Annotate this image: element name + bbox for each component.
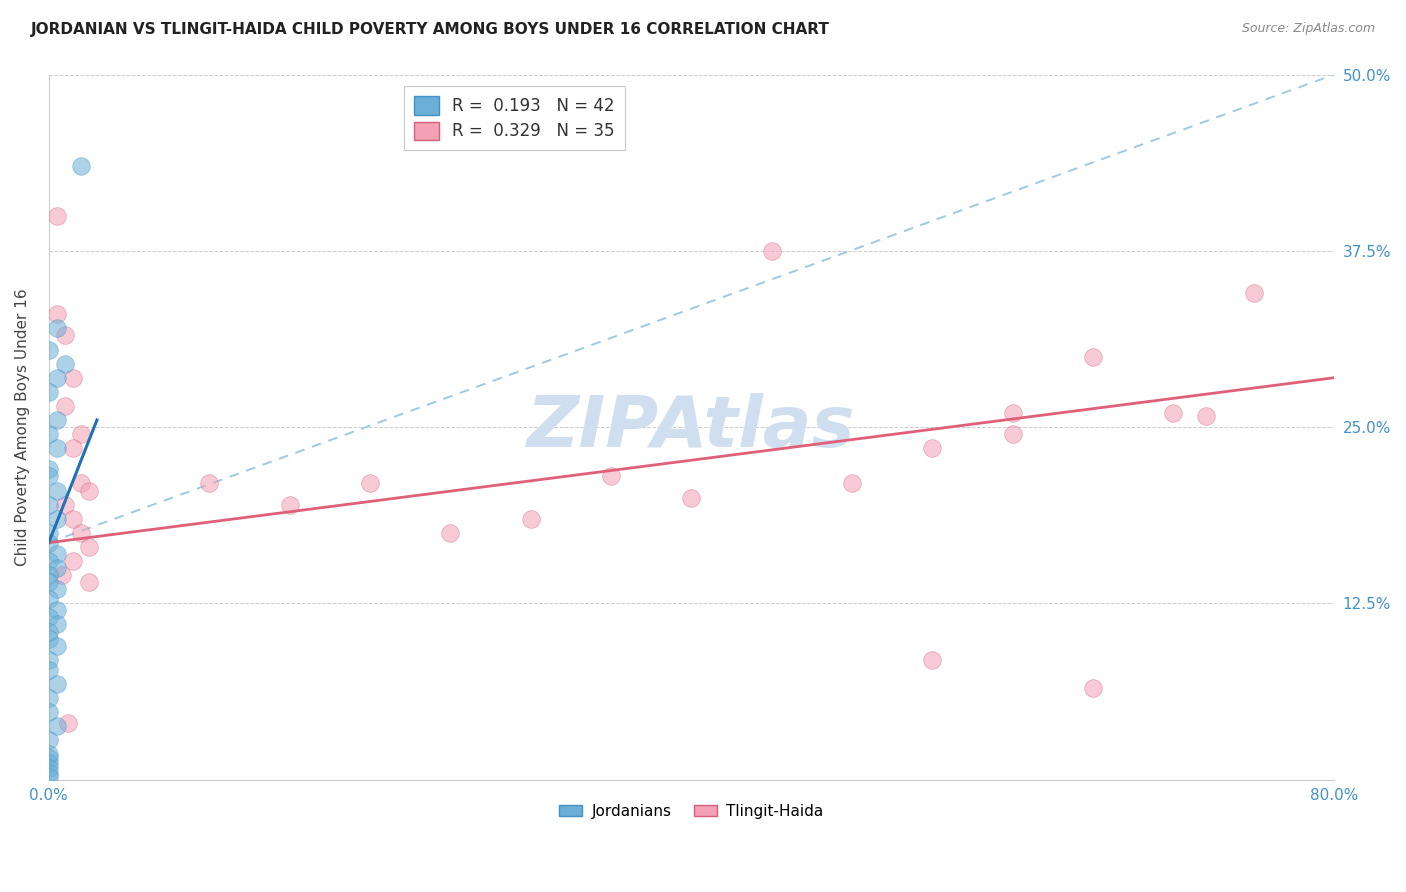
Point [38, 469, 60, 483]
Point [38, 554, 60, 568]
Point [359, 476, 381, 491]
Text: JORDANIAN VS TLINGIT-HAIDA CHILD POVERTY AMONG BOYS UNDER 16 CORRELATION CHART: JORDANIAN VS TLINGIT-HAIDA CHILD POVERTY… [31, 22, 830, 37]
Point [38, 663, 60, 677]
Point [1001, 427, 1024, 442]
Point [45, 441, 67, 455]
Point [38, 343, 60, 357]
Point [62, 441, 84, 455]
Point [53, 357, 76, 371]
Point [38, 765, 60, 780]
Point [77, 575, 100, 590]
Point [38, 568, 60, 582]
Point [600, 469, 623, 483]
Point [51, 568, 73, 582]
Point [45, 639, 67, 653]
Point [45, 512, 67, 526]
Point [38, 653, 60, 667]
Point [278, 498, 301, 512]
Point [45, 582, 67, 597]
Point [38, 761, 60, 775]
Point [38, 733, 60, 747]
Point [38, 632, 60, 646]
Point [38, 751, 60, 765]
Point [45, 676, 67, 690]
Point [45, 307, 67, 321]
Point [45, 209, 67, 223]
Point [921, 441, 943, 455]
Point [38, 427, 60, 442]
Point [70, 476, 93, 491]
Point [38, 525, 60, 540]
Point [45, 370, 67, 384]
Point [38, 747, 60, 762]
Point [53, 498, 76, 512]
Point [62, 512, 84, 526]
Point [38, 575, 60, 590]
Point [45, 719, 67, 733]
Point [70, 159, 93, 173]
Point [38, 462, 60, 476]
Point [45, 547, 67, 561]
Text: ZIPAtlas: ZIPAtlas [527, 392, 856, 461]
Point [198, 476, 221, 491]
Point [38, 610, 60, 624]
Point [38, 592, 60, 607]
Point [45, 321, 67, 335]
Point [62, 370, 84, 384]
Point [45, 617, 67, 632]
Point [77, 483, 100, 498]
Point [38, 756, 60, 770]
Point [45, 483, 67, 498]
Point [681, 491, 703, 505]
Legend: Jordanians, Tlingit-Haida: Jordanians, Tlingit-Haida [553, 797, 830, 825]
Point [761, 244, 783, 258]
Point [841, 476, 863, 491]
Point [38, 690, 60, 705]
Point [1163, 406, 1185, 420]
Point [520, 512, 543, 526]
Point [439, 525, 461, 540]
Point [38, 384, 60, 399]
Point [38, 535, 60, 549]
Point [53, 399, 76, 413]
Point [1081, 681, 1104, 695]
Y-axis label: Child Poverty Among Boys Under 16: Child Poverty Among Boys Under 16 [15, 288, 30, 566]
Point [45, 561, 67, 575]
Text: Source: ZipAtlas.com: Source: ZipAtlas.com [1241, 22, 1375, 36]
Point [45, 603, 67, 617]
Point [38, 624, 60, 639]
Point [38, 498, 60, 512]
Point [70, 525, 93, 540]
Point [921, 653, 943, 667]
Point [77, 540, 100, 554]
Point [62, 554, 84, 568]
Point [1001, 406, 1024, 420]
Point [45, 413, 67, 427]
Point [38, 770, 60, 784]
Point [1243, 286, 1265, 301]
Point [56, 716, 79, 731]
Point [53, 328, 76, 343]
Point [70, 427, 93, 442]
Point [1194, 409, 1216, 423]
Point [1081, 350, 1104, 364]
Point [38, 705, 60, 719]
